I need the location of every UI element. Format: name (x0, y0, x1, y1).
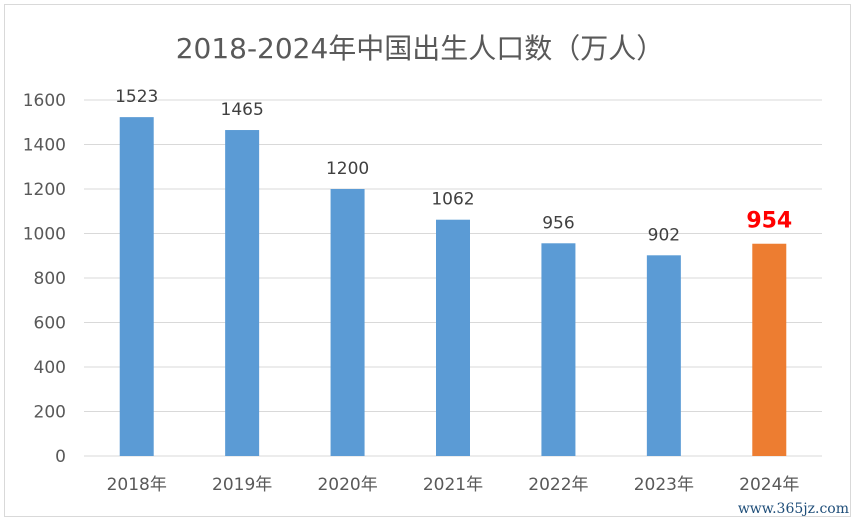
bars (119, 117, 787, 456)
y-tick-label: 800 (34, 269, 66, 289)
data-labels: 1523 1465 1200 1062 956 902 954 (115, 87, 792, 245)
bar-2023年 (646, 255, 681, 456)
x-tick-label: 2022年 (528, 475, 588, 495)
x-tick-label: 2023年 (634, 475, 694, 495)
y-axis-ticks: 0 200 400 600 800 1000 1200 1400 1600 (23, 91, 66, 467)
bar-2024年 (752, 243, 787, 456)
y-tick-label: 1600 (23, 91, 66, 111)
y-tick-label: 1200 (23, 180, 66, 200)
y-tick-label: 1400 (23, 136, 66, 156)
y-tick-label: 1000 (23, 225, 66, 245)
data-label: 1465 (221, 100, 264, 120)
bar-2021年 (436, 219, 470, 456)
x-axis-ticks: 2018年 2019年 2020年 2021年 2022年 2023年 2024年 (107, 475, 800, 495)
data-label: 902 (648, 225, 680, 245)
bar-2018年 (119, 117, 154, 456)
bar-2022年 (541, 243, 576, 456)
x-tick-label: 2018年 (107, 475, 167, 495)
data-label: 1523 (115, 87, 158, 107)
data-label: 1200 (326, 159, 369, 179)
data-label: 954 (746, 209, 792, 234)
y-tick-label: 200 (34, 403, 66, 423)
bar-2020年 (330, 189, 365, 456)
site-watermark: www.365jz.com (737, 501, 849, 517)
x-tick-label: 2021年 (423, 475, 483, 495)
data-label: 1062 (431, 190, 474, 210)
data-label: 956 (542, 213, 574, 233)
x-tick-label: 2019年 (212, 475, 272, 495)
y-tick-label: 0 (55, 447, 66, 467)
y-tick-label: 400 (34, 358, 66, 378)
x-tick-label: 2020年 (317, 475, 377, 495)
bar-2019年 (225, 130, 260, 456)
chart-title: 2018-2024年中国出生人口数（万人） (176, 32, 665, 65)
y-tick-label: 600 (34, 314, 66, 334)
x-tick-label: 2024年 (739, 475, 799, 495)
